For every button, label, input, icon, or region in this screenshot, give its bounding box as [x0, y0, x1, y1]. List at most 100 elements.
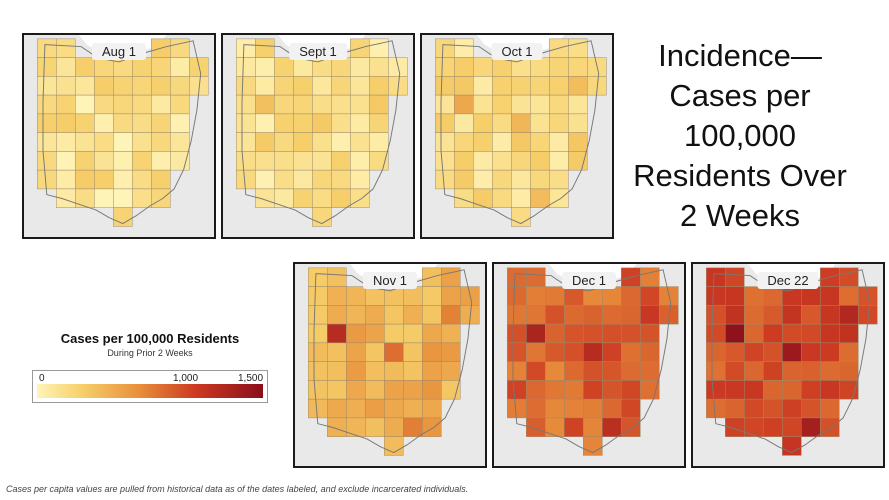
- county-cell: [744, 361, 764, 381]
- county-cell: [492, 94, 512, 115]
- county-cell: [564, 417, 584, 437]
- county-cell: [725, 361, 745, 381]
- county-cell: [403, 417, 423, 437]
- county-cell: [530, 76, 550, 96]
- county-cell: [132, 151, 152, 171]
- county-cell: [839, 305, 859, 325]
- map-date-label: Nov 1: [363, 272, 417, 289]
- county-cell: [530, 113, 550, 133]
- county-cell: [725, 398, 745, 419]
- county-cell: [801, 380, 821, 400]
- county-cell: [473, 169, 493, 190]
- county-cell: [75, 94, 95, 115]
- county-cell: [170, 132, 190, 152]
- county-cell: [782, 417, 802, 437]
- map-date-label: Sept 1: [289, 43, 347, 60]
- county-cell: [839, 380, 859, 400]
- county-cell: [346, 417, 366, 437]
- county-cell: [331, 76, 351, 96]
- county-cell: [113, 76, 133, 96]
- county-cell: [151, 188, 171, 208]
- county-cell: [454, 113, 474, 133]
- county-cell: [583, 417, 603, 437]
- county-cell: [255, 57, 275, 77]
- county-cell: [568, 57, 588, 77]
- county-cell: [564, 305, 584, 325]
- county-cell: [293, 169, 313, 190]
- legend-color-scale: 0 1,000 1,500: [32, 370, 268, 403]
- county-cell: [56, 151, 76, 171]
- county-cell: [763, 342, 783, 362]
- county-cell: [492, 76, 512, 96]
- county-cell: [403, 342, 423, 362]
- county-cell: [621, 380, 641, 400]
- county-cell: [526, 323, 546, 344]
- county-cell: [422, 305, 442, 325]
- county-cell: [564, 342, 584, 362]
- county-cell: [526, 267, 546, 287]
- county-cell: [37, 132, 57, 152]
- county-cell: [441, 342, 461, 362]
- county-cell: [435, 57, 455, 77]
- county-cell: [530, 132, 550, 152]
- county-cell: [526, 342, 546, 362]
- county-cell: [255, 169, 275, 190]
- county-cell: [820, 417, 840, 437]
- county-cell: [706, 342, 726, 362]
- county-cell: [507, 380, 527, 400]
- county-cell: [312, 76, 332, 96]
- county-cell: [151, 113, 171, 133]
- title-line: 2 Weeks: [679, 198, 801, 233]
- county-cell: [293, 132, 313, 152]
- county-cell: [346, 342, 366, 362]
- county-cell: [441, 361, 461, 381]
- county-cell: [507, 361, 527, 381]
- county-cell: [274, 113, 294, 133]
- county-cell: [350, 94, 370, 115]
- county-cell: [350, 169, 370, 190]
- county-cell: [549, 132, 569, 152]
- county-cell: [545, 398, 565, 419]
- county-cell: [37, 151, 57, 171]
- county-cell: [312, 113, 332, 133]
- county-cell: [274, 169, 294, 190]
- county-cell: [384, 323, 404, 344]
- county-cell: [744, 305, 764, 325]
- county-cell: [473, 188, 493, 208]
- county-cell: [113, 113, 133, 133]
- county-cell: [839, 361, 859, 381]
- county-cell: [507, 305, 527, 325]
- county-cell: [454, 76, 474, 96]
- county-cell: [384, 305, 404, 325]
- county-cell: [473, 57, 493, 77]
- county-cell: [384, 361, 404, 381]
- county-cell: [725, 342, 745, 362]
- county-cell: [293, 113, 313, 133]
- map-dec-22: Dec 22: [691, 262, 885, 468]
- county-cell: [255, 113, 275, 133]
- legend-tick-0: 0: [39, 373, 45, 384]
- county-cell: [801, 323, 821, 344]
- county-cell: [435, 132, 455, 152]
- county-cell: [94, 188, 114, 208]
- county-cell: [56, 94, 76, 115]
- map-oct-1: Oct 1: [420, 33, 614, 239]
- county-cell: [132, 94, 152, 115]
- county-cell: [327, 380, 347, 400]
- county-cell: [549, 113, 569, 133]
- county-cell: [170, 113, 190, 133]
- ohio-choropleth-nov-1: [308, 264, 480, 456]
- county-cell: [365, 380, 385, 400]
- county-cell: [568, 151, 588, 171]
- county-cell: [530, 94, 550, 115]
- county-cell: [564, 323, 584, 344]
- legend-tick-1000: 1,000: [173, 373, 199, 384]
- county-cell: [640, 323, 660, 344]
- county-cell: [545, 361, 565, 381]
- county-cell: [75, 132, 95, 152]
- county-cell: [549, 188, 569, 208]
- county-cell: [583, 361, 603, 381]
- county-cell: [350, 151, 370, 171]
- county-cell: [725, 323, 745, 344]
- county-cell: [706, 286, 726, 306]
